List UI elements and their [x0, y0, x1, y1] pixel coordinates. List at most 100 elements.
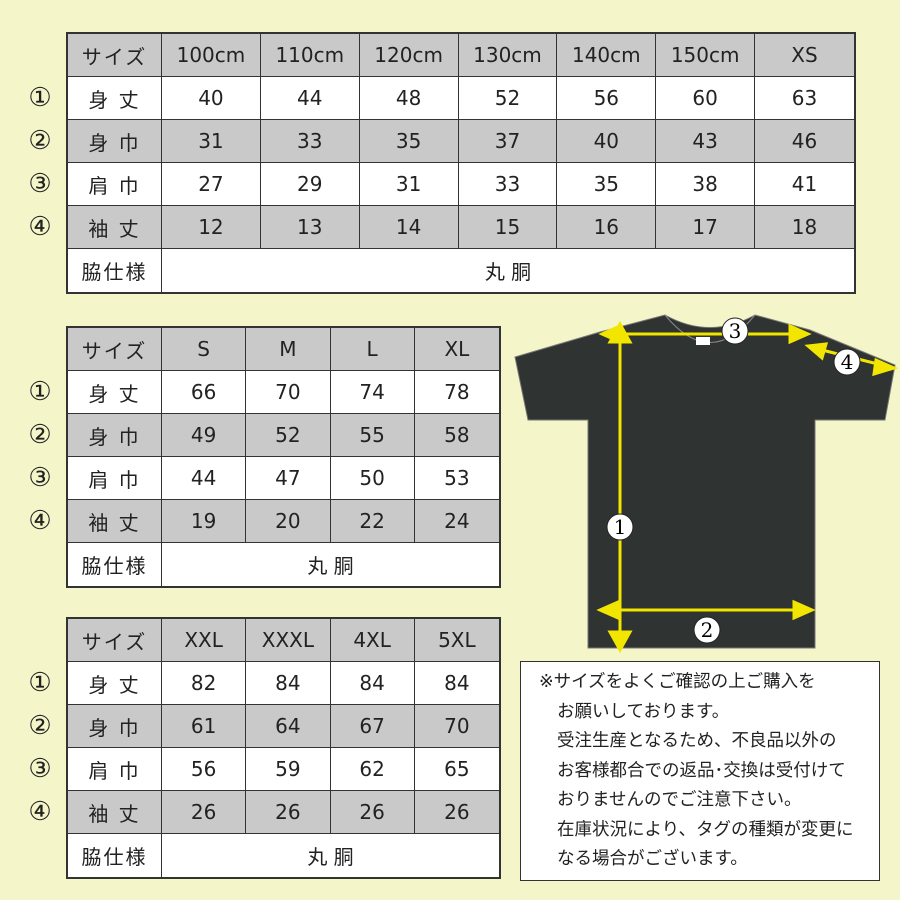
value-cell: 29: [261, 163, 360, 205]
measurement-row: 袖 丈 12 13 14 15 16 17 18: [68, 206, 854, 249]
size-column-header: S: [162, 328, 247, 370]
value-cell: 44: [162, 457, 247, 499]
value-cell: 19: [162, 500, 247, 542]
notice-line: 受注生産となるため、不良品以外の: [557, 731, 837, 751]
row-label: 身 丈: [68, 662, 162, 704]
value-cell: 52: [246, 414, 331, 456]
value-cell: 33: [261, 120, 360, 162]
measurement-row: 身 丈 82 84 84 84: [68, 662, 499, 705]
size-column-header: 150cm: [656, 34, 756, 76]
row-marker: ①: [28, 668, 52, 698]
value-cell: 16: [557, 206, 657, 248]
value-cell: 38: [656, 163, 756, 205]
measurement-row: 肩 巾 56 59 62 65: [68, 748, 499, 791]
measurement-row: 身 巾 49 52 55 58: [68, 414, 499, 457]
value-cell: 37: [459, 120, 558, 162]
size-column-header: 110cm: [261, 34, 360, 76]
header-row: サイズ S M L XL: [68, 328, 499, 371]
marker-4: [833, 348, 861, 376]
value-cell: 27: [162, 163, 261, 205]
value-cell: 20: [246, 500, 331, 542]
row-marker: ①: [28, 377, 52, 407]
size-column-header: 4XL: [331, 619, 415, 661]
value-cell: 70: [246, 371, 331, 413]
value-cell: 48: [360, 77, 459, 119]
size-column-header: M: [246, 328, 331, 370]
row-marker: ④: [28, 212, 52, 242]
side-spec-value: 丸 胴: [307, 554, 354, 578]
size-column-header: 120cm: [360, 34, 459, 76]
row-marker: ②: [28, 126, 52, 156]
row-label: 身 丈: [68, 371, 162, 413]
size-column-header: L: [331, 328, 415, 370]
value-cell: 26: [444, 800, 470, 824]
measurement-row: 身 丈 66 70 74 78: [68, 371, 499, 414]
row-label: 袖 丈: [68, 791, 162, 833]
value-cell: 82: [162, 662, 247, 704]
value-cell: 49: [162, 414, 247, 456]
value-cell: 35: [557, 163, 657, 205]
row-label: 身 巾: [68, 120, 162, 162]
size-column-header: XXXL: [246, 619, 331, 661]
side-spec-value: 丸 胴: [307, 845, 354, 869]
row-marker: ②: [28, 420, 52, 450]
value-cell: 12: [162, 206, 261, 248]
size-column-header: 5XL: [438, 628, 476, 652]
notice-line: お客様都合での返品･交換は受付けて: [557, 760, 846, 781]
value-cell: 70: [444, 714, 470, 738]
size-table-kids: サイズ 100cm 110cm 120cm 130cm 140cm 150cm XS 身 丈 40…: [66, 32, 856, 294]
value-cell: 58: [444, 423, 470, 447]
svg-text:3: 3: [729, 319, 742, 343]
row-marker: ③: [28, 169, 52, 199]
row-label: 袖 丈: [68, 206, 162, 248]
value-cell: 35: [360, 120, 459, 162]
value-cell: 31: [162, 120, 261, 162]
svg-text:2: 2: [701, 618, 714, 642]
size-column-header: XL: [444, 337, 470, 361]
value-cell: 61: [162, 705, 247, 747]
measurement-row: 肩 巾 44 47 50 53: [68, 457, 499, 500]
size-header: サイズ: [68, 328, 162, 370]
row-marker: ④: [28, 506, 52, 536]
value-cell: 17: [656, 206, 756, 248]
value-cell: 53: [444, 466, 470, 490]
svg-text:4: 4: [841, 350, 854, 374]
row-label: 身 巾: [68, 414, 162, 456]
value-cell: 22: [331, 500, 415, 542]
value-cell: 56: [162, 748, 247, 790]
row-label: 身 丈: [68, 77, 162, 119]
value-cell: 63: [791, 86, 818, 110]
value-cell: 50: [331, 457, 415, 499]
value-cell: 67: [331, 705, 415, 747]
side-spec-label: 脇仕様: [68, 249, 162, 292]
value-cell: 66: [162, 371, 247, 413]
row-label: 肩 巾: [68, 163, 162, 205]
size-header: サイズ: [68, 619, 162, 661]
value-cell: 60: [656, 77, 756, 119]
value-cell: 31: [360, 163, 459, 205]
side-spec-value: 丸 胴: [484, 260, 532, 284]
marker-2: [693, 616, 721, 644]
value-cell: 84: [246, 662, 331, 704]
size-column-header: 140cm: [557, 34, 657, 76]
row-marker: ③: [28, 754, 52, 784]
measurement-row: 身 巾 61 64 67 70: [68, 705, 499, 748]
notice-line: ※サイズをよくご確認の上ご購入を: [539, 672, 816, 692]
value-cell: 62: [331, 748, 415, 790]
value-cell: 26: [246, 791, 331, 833]
value-cell: 24: [444, 509, 470, 533]
notice-line: お願いしております。: [557, 701, 730, 722]
side-spec-row: 脇仕様 丸 胴: [68, 543, 499, 586]
value-cell: 44: [261, 77, 360, 119]
notice-line: 在庫状況により、タグの種類が変更に: [557, 819, 854, 840]
row-label: 袖 丈: [68, 500, 162, 542]
value-cell: 84: [444, 671, 470, 695]
size-table-s-xl: サイズ S M L XL 身 丈 66 70 74 78 身 巾 49 52 55 58 肩 巾 44 47 50 5…: [66, 326, 501, 588]
size-column-header: 130cm: [459, 34, 558, 76]
measurement-row: 肩 巾 27 29 31 33 35 38 41: [68, 163, 854, 206]
header-row: サイズ XXL XXXL 4XL 5XL: [68, 619, 499, 662]
row-marker: ①: [28, 83, 52, 113]
measurement-row: 身 丈 40 44 48 52 56 60 63: [68, 77, 854, 120]
value-cell: 64: [246, 705, 331, 747]
size-column-header: XS: [791, 43, 818, 67]
